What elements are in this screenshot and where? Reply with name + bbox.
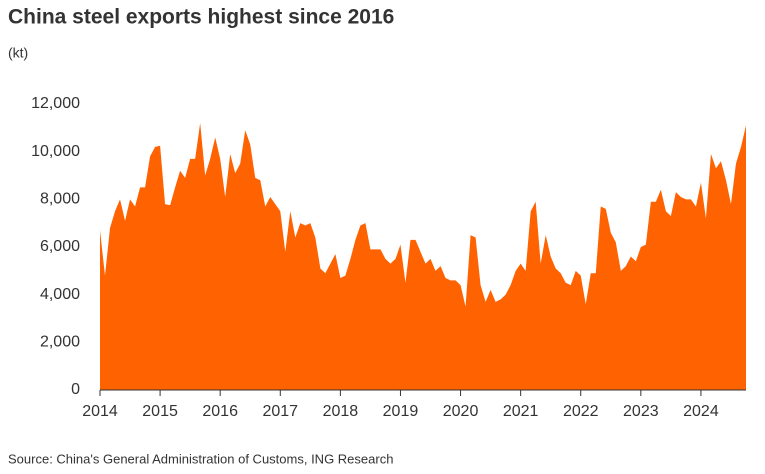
y-tick-label: 6,000 <box>40 238 80 255</box>
y-tick-label: 0 <box>71 381 80 398</box>
x-tick-label: 2018 <box>323 403 359 420</box>
x-tick-label: 2020 <box>443 403 479 420</box>
x-tick-label: 2015 <box>142 403 178 420</box>
x-tick-label: 2014 <box>82 403 118 420</box>
y-tick-label: 12,000 <box>31 95 80 112</box>
y-tick-label: 2,000 <box>40 334 80 351</box>
subtitle: (kt) <box>8 45 28 61</box>
y-tick-label: 8,000 <box>40 191 80 208</box>
x-tick-label: 2017 <box>262 403 298 420</box>
x-tick-label: 2023 <box>623 403 659 420</box>
chart-title: China steel exports highest since 2016 <box>8 6 394 29</box>
area <box>100 123 746 391</box>
source: Source: China's General Administration o… <box>8 451 393 466</box>
x-tick-label: 2022 <box>563 403 599 420</box>
x-tick-label: 2019 <box>383 403 419 420</box>
x-tick-label: 2016 <box>202 403 238 420</box>
x-tick-label: 2024 <box>683 403 719 420</box>
x-tick-label: 2021 <box>503 403 539 420</box>
y-tick-label: 4,000 <box>40 286 80 303</box>
y-tick-label: 10,000 <box>31 143 80 160</box>
